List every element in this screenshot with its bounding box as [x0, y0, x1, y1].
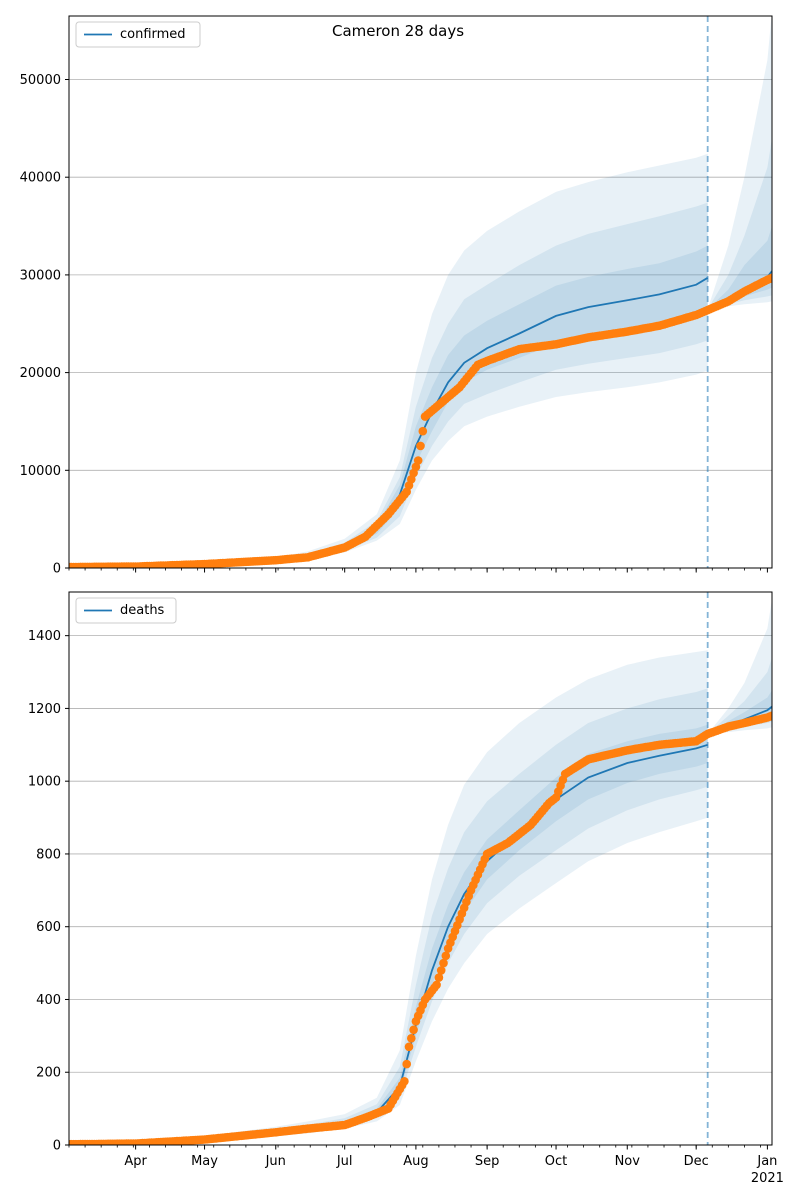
figure-title: Cameron 28 days	[332, 22, 464, 40]
deaths-ytick-label-1: 200	[36, 1066, 61, 1081]
confirmed-forecast-band-0	[707, 16, 772, 310]
xtick-label-dec: Dec	[684, 1154, 709, 1169]
deaths-forecast-band-0	[707, 599, 772, 734]
confirmed-forecast-band-1	[707, 138, 772, 310]
deaths-observed-point	[400, 1077, 409, 1086]
deaths-observed-point	[767, 711, 772, 720]
deaths-observed-point	[432, 980, 441, 990]
confirmed-legend-box	[75, 21, 201, 48]
deaths-panel: 0 200 400 600 800 1000 1200 1400 Apr May Jun Jul Aug…	[28, 591, 784, 1186]
xtick-label-jul: Jul	[336, 1154, 353, 1169]
deaths-ytick-label-3: 600	[36, 920, 61, 935]
confirmed-observed-point	[416, 441, 425, 451]
confirmed-band-2	[69, 245, 708, 568]
deaths-ytick-label-4: 800	[36, 847, 61, 862]
confirmed-ytick-label-3: 30000	[20, 268, 61, 283]
deaths-observed-point	[407, 1034, 416, 1043]
xtick-label-jun: Jun	[265, 1154, 286, 1169]
xtick-label-aug: Aug	[403, 1154, 428, 1169]
deaths-band-0	[69, 650, 708, 1145]
deaths-band-2	[69, 724, 708, 1145]
deaths-legend-box	[75, 597, 177, 624]
xtick-year-label: 2021	[751, 1171, 784, 1186]
xtick-label-oct: Oct	[545, 1154, 567, 1169]
deaths-observed-point	[436, 966, 446, 975]
confirmed-axes-frame	[68, 15, 773, 569]
confirmed-ytick-label-0: 0	[53, 562, 61, 577]
deaths-ytick-label-6: 1200	[28, 702, 61, 717]
confirmed-ytick-label-5: 50000	[20, 73, 61, 88]
deaths-observed-point	[404, 1042, 414, 1052]
confirmed-band-0	[69, 153, 708, 568]
deaths-observed-point	[409, 1025, 418, 1035]
confirmed-panel: 0 10000 20000 30000 40000 50000 confirmed	[20, 15, 773, 577]
confirmed-ytick-label-1: 10000	[20, 464, 61, 479]
xtick-label-may: May	[191, 1154, 218, 1169]
confirmed-legend-label: confirmed	[120, 27, 186, 42]
deaths-observed-point	[439, 958, 448, 968]
deaths-ytick-label-0: 0	[53, 1139, 61, 1154]
xtick-label-nov: Nov	[615, 1154, 641, 1169]
deaths-legend: deaths	[75, 597, 177, 624]
xtick-label-jan: Jan	[756, 1154, 777, 1169]
deaths-observed-point	[402, 1059, 412, 1069]
confirmed-observed-point	[767, 273, 772, 283]
xtick-label-sep: Sep	[475, 1154, 500, 1169]
deaths-observed-point	[434, 973, 444, 982]
confirmed-observed-point	[413, 456, 423, 465]
deaths-observed-point	[441, 951, 451, 961]
deaths-axes-frame	[68, 591, 773, 1146]
deaths-ytick-label-5: 1000	[28, 775, 61, 790]
confirmed-ytick-label-4: 40000	[20, 171, 61, 186]
confirmed-ytick-label-2: 20000	[20, 366, 61, 381]
confirmed-legend: confirmed	[75, 21, 201, 48]
xtick-label-apr: Apr	[124, 1154, 147, 1169]
deaths-ytick-label-2: 400	[36, 993, 61, 1008]
confirmed-band-1	[69, 202, 708, 568]
confirmed-observed-point	[418, 426, 428, 436]
deaths-ytick-label-7: 1400	[28, 629, 61, 644]
deaths-legend-label: deaths	[120, 603, 165, 618]
